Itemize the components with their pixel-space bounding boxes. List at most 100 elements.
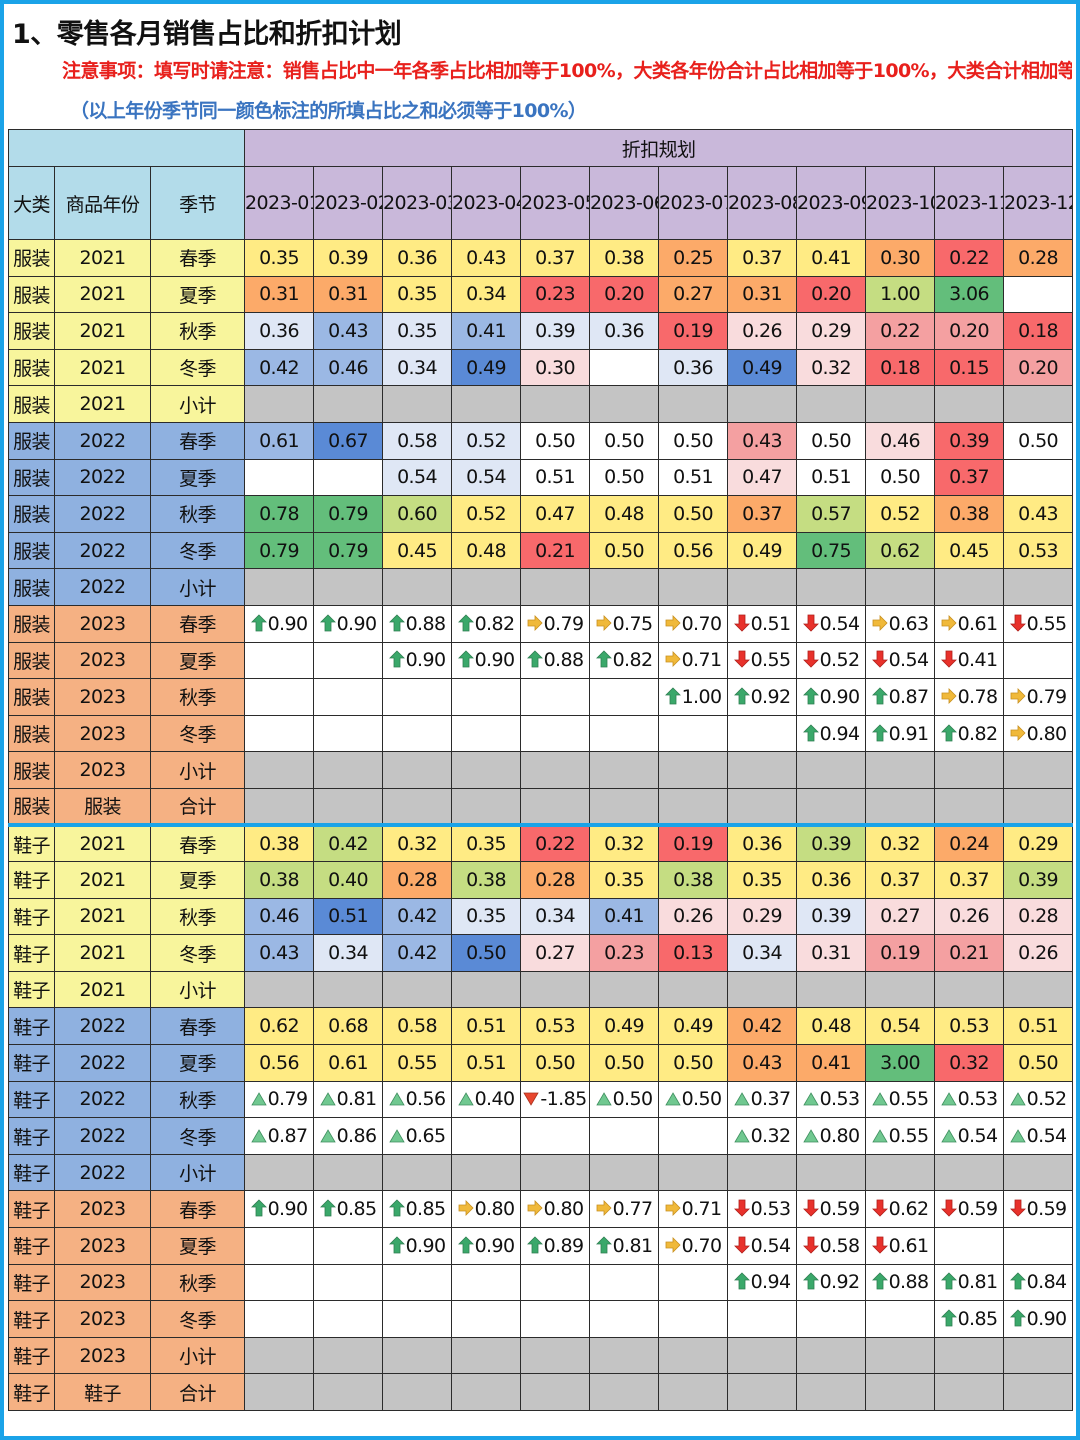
value-cell[interactable]: 0.78	[934, 678, 1005, 716]
value-cell[interactable]: 0.94	[796, 714, 867, 753]
value-cell[interactable]: 0.53	[796, 1080, 867, 1119]
subtotal-cell[interactable]	[658, 568, 729, 606]
value-cell[interactable]: 0.63	[865, 604, 936, 643]
category-cell[interactable]: 鞋子	[8, 897, 55, 936]
value-cell[interactable]: 0.47	[727, 458, 798, 497]
subtotal-cell[interactable]	[727, 568, 798, 606]
value-cell[interactable]: 0.37	[865, 861, 936, 899]
value-cell[interactable]: 0.54	[451, 458, 522, 497]
season-cell[interactable]: 冬季	[149, 934, 246, 972]
value-cell[interactable]: 0.70	[658, 1227, 729, 1265]
year-cell[interactable]: 2023	[54, 641, 151, 680]
value-cell[interactable]: 0.34	[727, 934, 798, 972]
value-cell[interactable]: 0.75	[589, 604, 660, 643]
season-cell[interactable]: 冬季	[149, 348, 246, 387]
subtotal-cell[interactable]	[934, 751, 1005, 789]
value-cell[interactable]: 0.31	[244, 275, 315, 314]
value-cell[interactable]: 0.80	[1003, 714, 1074, 753]
year-cell[interactable]: 2021	[54, 897, 151, 936]
value-cell[interactable]	[1003, 275, 1074, 314]
value-cell[interactable]: 0.53	[934, 1007, 1005, 1046]
subtotal-cell[interactable]	[865, 1336, 936, 1375]
subtotal-cell[interactable]	[727, 1373, 798, 1411]
subtotal-cell[interactable]	[796, 1373, 867, 1411]
value-cell[interactable]: 0.51	[1003, 1007, 1074, 1046]
subtotal-cell[interactable]	[520, 568, 591, 606]
subtotal-cell[interactable]	[451, 1153, 522, 1192]
value-cell[interactable]	[589, 1263, 660, 1302]
category-cell[interactable]: 服装	[8, 312, 55, 350]
value-cell[interactable]: 0.45	[934, 531, 1005, 570]
value-cell[interactable]: 0.32	[934, 1044, 1005, 1082]
value-cell[interactable]: 0.41	[934, 641, 1005, 680]
value-cell[interactable]	[313, 458, 384, 497]
category-cell[interactable]: 鞋子	[8, 970, 55, 1009]
category-cell[interactable]: 服装	[8, 714, 55, 753]
year-cell[interactable]: 2021	[54, 823, 151, 863]
value-cell[interactable]: 0.50	[796, 421, 867, 460]
value-cell[interactable]: 0.45	[382, 531, 453, 570]
value-cell[interactable]: 0.61	[934, 604, 1005, 643]
value-cell[interactable]: 0.67	[313, 421, 384, 460]
season-cell[interactable]: 夏季	[149, 641, 246, 680]
value-cell[interactable]: 0.28	[382, 861, 453, 899]
subtotal-cell[interactable]	[865, 568, 936, 606]
value-cell[interactable]	[520, 1263, 591, 1302]
subtotal-cell[interactable]	[934, 1373, 1005, 1411]
subtotal-cell[interactable]	[658, 1336, 729, 1375]
value-cell[interactable]: 0.81	[589, 1227, 660, 1265]
value-cell[interactable]: 0.87	[865, 678, 936, 716]
value-cell[interactable]: 0.90	[451, 641, 522, 680]
value-cell[interactable]: 0.29	[727, 897, 798, 936]
season-cell[interactable]: 冬季	[149, 1117, 246, 1155]
value-cell[interactable]	[313, 714, 384, 753]
subtotal-cell[interactable]	[520, 1336, 591, 1375]
value-cell[interactable]: 0.36	[658, 348, 729, 387]
season-cell[interactable]: 冬季	[149, 531, 246, 570]
subtotal-cell[interactable]	[1003, 1373, 1074, 1411]
value-cell[interactable]: 0.89	[520, 1227, 591, 1265]
subtotal-cell[interactable]	[934, 568, 1005, 606]
value-cell[interactable]: 0.90	[1003, 1300, 1074, 1338]
value-cell[interactable]: 0.50	[520, 421, 591, 460]
subtotal-cell[interactable]	[727, 751, 798, 789]
value-cell[interactable]: 0.90	[382, 641, 453, 680]
year-cell[interactable]: 2022	[54, 1007, 151, 1046]
year-cell[interactable]: 2022	[54, 421, 151, 460]
year-cell[interactable]: 2023	[54, 751, 151, 789]
subtotal-cell[interactable]	[589, 1153, 660, 1192]
value-cell[interactable]: 0.36	[244, 312, 315, 350]
year-cell[interactable]: 服装	[54, 787, 151, 826]
value-cell[interactable]: 0.18	[1003, 312, 1074, 350]
value-cell[interactable]: 0.29	[796, 312, 867, 350]
subtotal-cell[interactable]	[244, 1373, 315, 1411]
value-cell[interactable]: 0.77	[589, 1190, 660, 1229]
subtotal-cell[interactable]	[451, 385, 522, 423]
subtotal-cell[interactable]	[796, 385, 867, 423]
year-cell[interactable]: 2022	[54, 531, 151, 570]
subtotal-cell[interactable]	[796, 1153, 867, 1192]
season-cell[interactable]: 冬季	[149, 1300, 246, 1338]
year-cell[interactable]: 2023	[54, 1300, 151, 1338]
subtotal-cell[interactable]	[244, 751, 315, 789]
value-cell[interactable]: 0.79	[1003, 678, 1074, 716]
subtotal-cell[interactable]	[451, 787, 522, 826]
year-cell[interactable]: 2021	[54, 239, 151, 277]
value-cell[interactable]: 0.90	[244, 604, 315, 643]
value-cell[interactable]: 0.61	[865, 1227, 936, 1265]
year-cell[interactable]: 2021	[54, 861, 151, 899]
value-cell[interactable]: 0.60	[382, 495, 453, 533]
value-cell[interactable]: 0.55	[382, 1044, 453, 1082]
category-cell[interactable]: 鞋子	[8, 1117, 55, 1155]
value-cell[interactable]: 0.18	[865, 348, 936, 387]
season-cell[interactable]: 小计	[149, 751, 246, 789]
value-cell[interactable]: 0.39	[313, 239, 384, 277]
subtotal-cell[interactable]	[451, 970, 522, 1009]
value-cell[interactable]	[382, 1300, 453, 1338]
season-cell[interactable]: 小计	[149, 970, 246, 1009]
subtotal-cell[interactable]	[313, 1153, 384, 1192]
subtotal-cell[interactable]	[1003, 1153, 1074, 1192]
value-cell[interactable]: 0.50	[658, 1080, 729, 1119]
value-cell[interactable]: 0.94	[727, 1263, 798, 1302]
value-cell[interactable]: 0.78	[244, 495, 315, 533]
